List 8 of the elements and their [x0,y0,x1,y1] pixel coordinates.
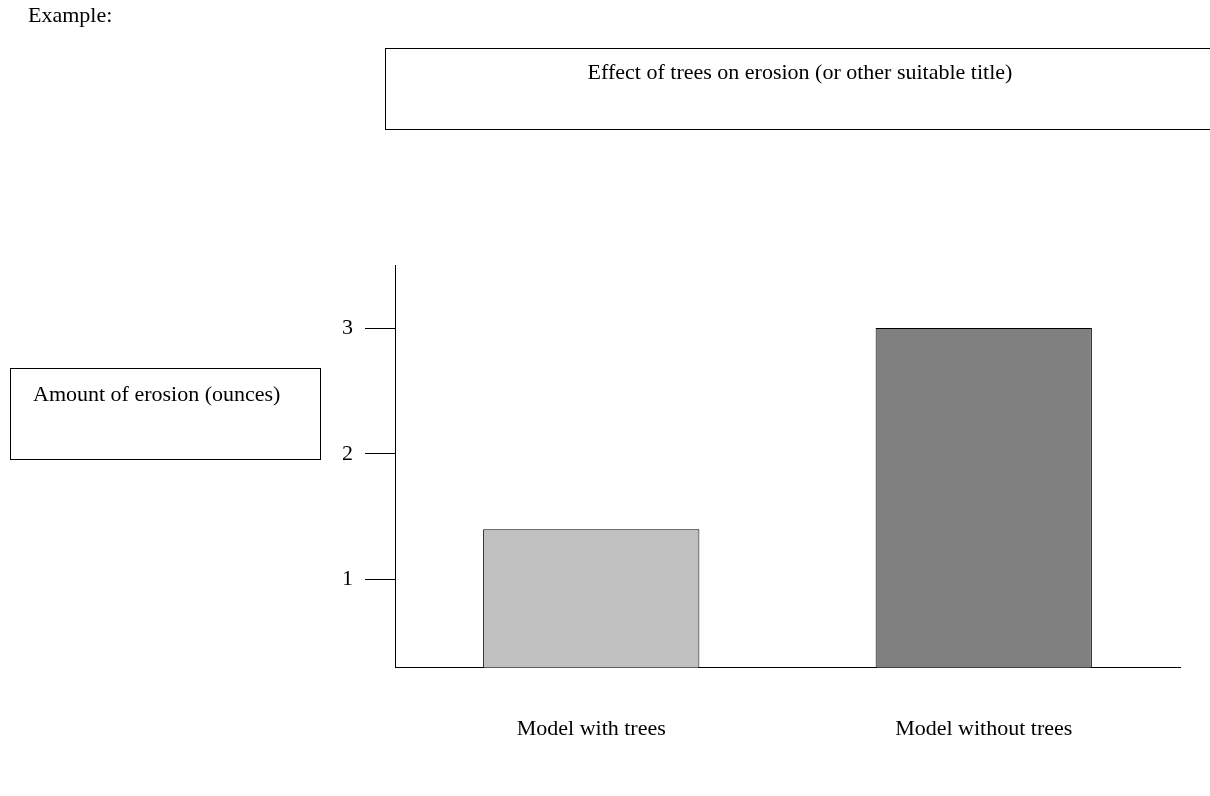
x-tick-label: Model without trees [895,714,1073,740]
chart-title: Effect of trees on erosion (or other suitable title) [385,48,1210,130]
y-tick-label: 3 [342,313,353,339]
y-tick-label: 2 [342,439,353,465]
y-axis-title: Amount of erosion (ounces) [10,368,321,460]
text: Example: [28,2,113,28]
y-tick-label: 1 [342,565,353,591]
x-tick-label: Model with trees [516,714,666,740]
